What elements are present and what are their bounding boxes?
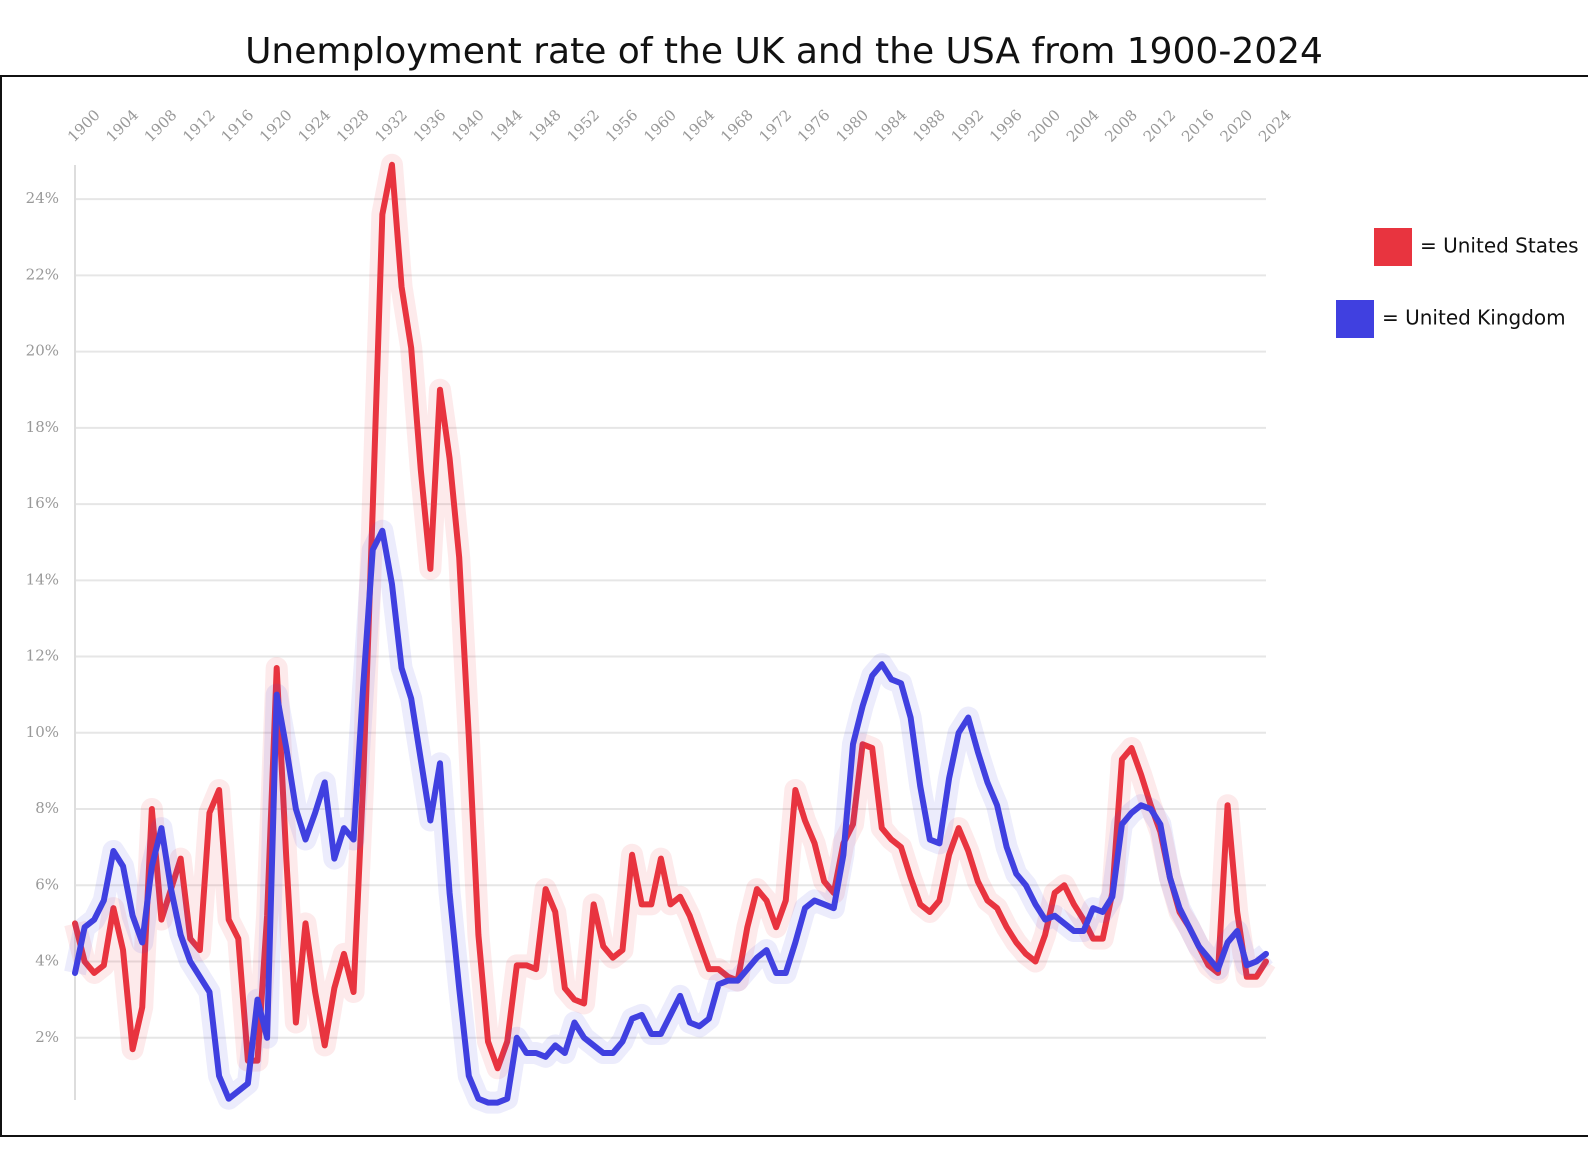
chart-title: Unemployment rate of the UK and the USA … <box>245 31 1323 72</box>
x-tick-label: 1960 <box>640 106 680 146</box>
x-tick-label: 1940 <box>448 106 488 146</box>
x-tick-label: 2020 <box>1217 106 1257 146</box>
x-tick-label: 1964 <box>679 106 719 146</box>
y-tick-label: 24% <box>26 189 59 207</box>
x-tick-label: 2000 <box>1024 106 1064 146</box>
y-tick-label: 14% <box>26 570 59 588</box>
x-tick-label: 2004 <box>1063 106 1103 146</box>
x-tick-label: 1952 <box>563 106 603 146</box>
y-tick-label: 8% <box>35 799 59 817</box>
y-tick-label: 18% <box>26 418 59 436</box>
legend-label: = United Kingdom <box>1382 306 1566 330</box>
y-tick-label: 16% <box>26 494 59 512</box>
line <box>72 527 1269 1106</box>
x-tick-label: 1904 <box>102 106 142 146</box>
x-tick-label: 1944 <box>487 106 527 146</box>
x-tick-label: 1956 <box>602 106 642 146</box>
x-tick-label: 1988 <box>909 106 949 146</box>
x-tick-label: 2024 <box>1255 106 1295 146</box>
x-tick-label: 1980 <box>832 106 872 146</box>
y-tick-label: 6% <box>35 875 59 893</box>
x-tick-label: 1972 <box>755 106 795 146</box>
y-tick-label: 10% <box>26 723 59 741</box>
x-tick-label: 1932 <box>371 106 411 146</box>
x-tick-label: 1900 <box>64 106 104 146</box>
x-tick-label: 1924 <box>294 106 334 146</box>
y-tick-label: 2% <box>35 1028 59 1046</box>
x-tick-label: 2008 <box>1101 106 1141 146</box>
x-tick-label: 1936 <box>410 106 450 146</box>
x-tick-label: 1928 <box>333 106 373 146</box>
x-tick-label: 1948 <box>525 106 565 146</box>
frame <box>0 75 1588 1137</box>
legend-label: = United States <box>1420 234 1579 258</box>
x-tick-label: 1920 <box>256 106 296 146</box>
x-tick-label: 1908 <box>141 106 181 146</box>
x-tick-label: 1916 <box>218 106 258 146</box>
x-tick-label: 2016 <box>1178 106 1218 146</box>
x-tick-label: 1976 <box>794 106 834 146</box>
y-tick-label: 20% <box>26 342 59 360</box>
y-tick-label: 22% <box>26 265 59 283</box>
y-tick-label: 12% <box>26 647 59 665</box>
x-tick-label: 2012 <box>1140 106 1180 146</box>
x-tick-label: 1992 <box>948 106 988 146</box>
legend-swatch <box>1374 228 1412 266</box>
x-tick-label: 1968 <box>717 106 757 146</box>
y-tick-label: 4% <box>35 952 59 970</box>
x-tick-label: 1912 <box>179 106 219 146</box>
legend-swatch <box>1336 300 1374 338</box>
x-tick-label: 1984 <box>871 106 911 146</box>
x-tick-label: 1996 <box>986 106 1026 146</box>
